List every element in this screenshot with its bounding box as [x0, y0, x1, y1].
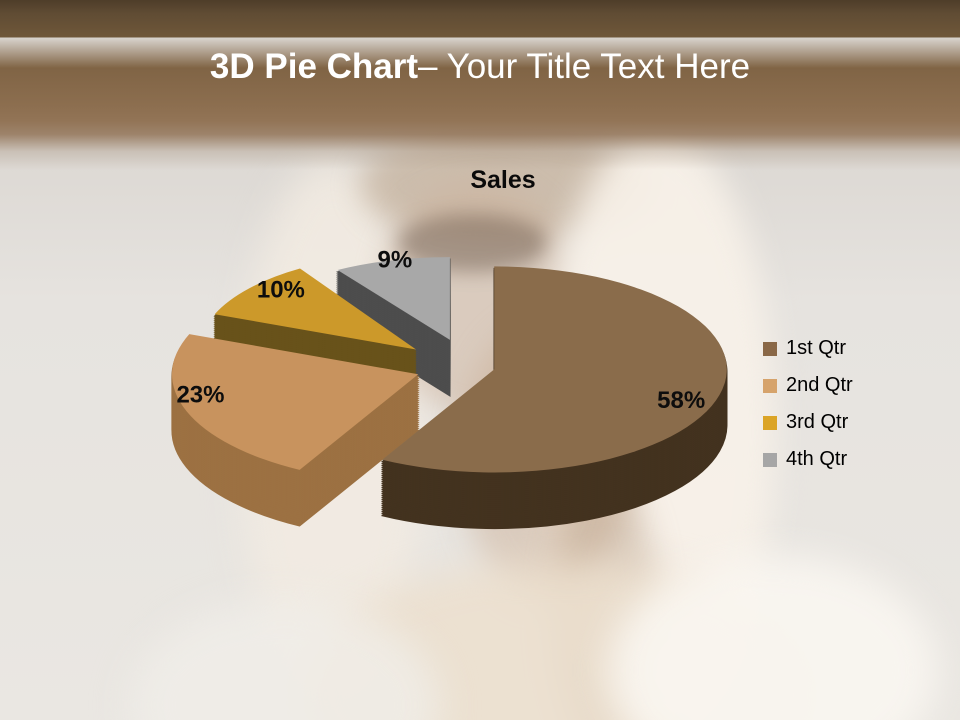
- pie-slice-label-1st-qtr: 58%: [657, 387, 705, 414]
- pie-slice-label-2nd-qtr: 23%: [176, 382, 224, 409]
- legend-item-2nd-qtr[interactable]: 2nd Qtr: [763, 367, 853, 404]
- legend-label-2nd-qtr: 2nd Qtr: [786, 374, 853, 396]
- legend-item-3rd-qtr[interactable]: 3rd Qtr: [763, 404, 853, 441]
- pie-slice-label-4th-qtr: 9%: [378, 247, 413, 274]
- legend-item-4th-qtr[interactable]: 4th Qtr: [763, 441, 853, 478]
- pie-slice-2nd-qtr[interactable]: [171, 334, 420, 527]
- legend-swatch-3rd-qtr: [763, 415, 777, 430]
- slide-title[interactable]: 3D Pie Chart– Your Title Text Here: [0, 46, 960, 88]
- title-band: 3D Pie Chart– Your Title Text Here: [0, 0, 960, 170]
- pie-slice-1st-qtr[interactable]: [380, 266, 728, 530]
- legend-label-4th-qtr: 4th Qtr: [786, 448, 848, 470]
- legend-item-1st-qtr[interactable]: 1st Qtr: [763, 330, 853, 367]
- chart-legend: 1st Qtr 2nd Qtr 3rd Qtr 4th Qtr: [763, 330, 853, 478]
- legend-label-3rd-qtr: 3rd Qtr: [786, 411, 849, 433]
- legend-label-1st-qtr: 1st Qtr: [786, 337, 847, 359]
- chart-title[interactable]: Sales: [470, 166, 536, 194]
- legend-swatch-1st-qtr: [763, 341, 777, 356]
- legend-swatch-2nd-qtr: [763, 378, 777, 393]
- pie-slice-label-3rd-qtr: 10%: [257, 276, 305, 303]
- slide-title-placeholder: – Your Title Text Here: [418, 47, 751, 86]
- slide-title-main: 3D Pie Chart: [209, 47, 419, 86]
- legend-swatch-4th-qtr: [763, 452, 777, 467]
